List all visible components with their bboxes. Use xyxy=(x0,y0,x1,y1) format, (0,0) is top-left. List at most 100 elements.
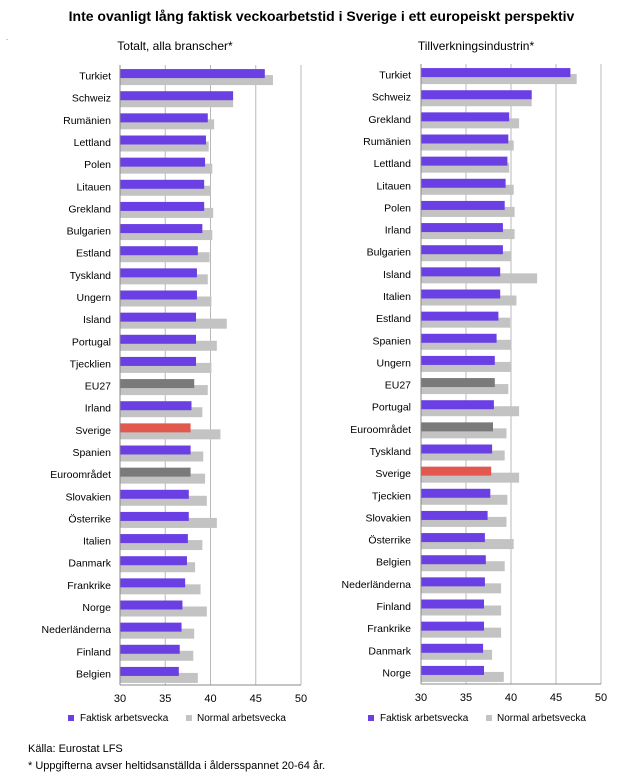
panel1-bar-normal-irland xyxy=(120,407,203,418)
panel1-category-label: Island xyxy=(83,314,111,326)
panel1-category-label: Schweiz xyxy=(72,93,111,105)
panel1-bar-actual-portugal xyxy=(120,334,197,344)
panel1-bar-normal-norge xyxy=(120,606,207,617)
panel1-bar-actual-italien xyxy=(120,534,188,544)
panel1-tick-label: 40 xyxy=(204,693,216,705)
panel1-bar-actual-ungern xyxy=(120,290,197,300)
panel2-bar-actual-island xyxy=(421,267,501,277)
panel2-bar-actual-italien xyxy=(421,289,501,299)
panel2-bar-normal-belgien xyxy=(421,561,505,572)
panel1-bar-actual-polen xyxy=(120,157,206,167)
panel2-legend-label-actual: Faktisk arbetsvecka xyxy=(380,713,469,724)
panel1-bar-actual-lettland xyxy=(120,135,206,145)
panel2-bar-normal-tjeckien xyxy=(421,494,508,505)
panel2-category-label: Schweiz xyxy=(372,92,411,104)
panel2-bar-actual-polen xyxy=(421,200,505,210)
panel1-bar-actual-sverige xyxy=(120,423,191,433)
panel1-category-label: Tyskland xyxy=(70,270,112,282)
source-note: Källa: Eurostat LFS xyxy=(28,743,123,755)
panel2-category-label: Italien xyxy=(383,291,411,303)
panel1-category-label: Finland xyxy=(77,646,112,658)
panel1-bar-normal-tyskland xyxy=(120,274,208,285)
panel1-category-label: Spanien xyxy=(72,447,111,459)
panel2-category-label: Ungern xyxy=(377,357,412,369)
panel1-bar-normal-danmark xyxy=(120,562,196,573)
panel2-category-label: Frankrike xyxy=(367,623,411,635)
panel2-category-label: Irland xyxy=(385,225,411,237)
panel1-bar-actual-osterrike xyxy=(120,511,189,521)
panel2-bar-actual-finland xyxy=(421,599,484,609)
panel2-bar-normal-estland xyxy=(421,317,511,328)
panel1-legend-swatch-actual xyxy=(68,715,74,721)
panel2-category-label: Rumänien xyxy=(363,136,411,148)
panel2-tick-label: 35 xyxy=(460,692,472,704)
panel1-category-label: Lettland xyxy=(74,137,112,149)
panel2-category-label: Tyskland xyxy=(370,446,412,458)
panel2-bar-normal-euroomradet xyxy=(421,428,507,439)
panel1-tick-label: 30 xyxy=(114,693,126,705)
panel1-category-label: Danmark xyxy=(68,558,111,570)
panel2-bar-actual-bulgarien xyxy=(421,245,503,255)
panel2-category-label: Litauen xyxy=(377,180,412,192)
panel1-tick-label: 35 xyxy=(159,693,171,705)
panel2-bar-actual-norge xyxy=(421,665,484,675)
panel1-category-label: Norge xyxy=(82,602,111,614)
panel2-bar-normal-sverige xyxy=(421,472,520,483)
panel1-bar-normal-osterrike xyxy=(120,517,217,528)
panel1-bar-actual-euroomradet xyxy=(120,467,191,477)
panel1-bar-actual-litauen xyxy=(120,179,205,189)
panel1-category-label: Turkiet xyxy=(79,71,111,83)
panel2-bar-normal-tyskland xyxy=(421,450,505,461)
panel2-bar-actual-euroomradet xyxy=(421,422,493,432)
panel1-bar-actual-frankrike xyxy=(120,578,186,588)
page-title: Inte ovanligt lång faktisk veckoarbetsti… xyxy=(68,8,575,24)
panel1-title: Totalt, alla branscher* xyxy=(117,39,233,53)
panel1-category-label: Frankrike xyxy=(67,580,111,592)
panel1-tick-label: 45 xyxy=(250,693,262,705)
panel1-bar-normal-finland xyxy=(120,650,194,661)
panel2-bar-normal-ungern xyxy=(421,361,511,372)
panel1-category-label: Slovakien xyxy=(65,491,111,503)
panel1-bar-actual-schweiz xyxy=(120,91,234,101)
panel1-bar-actual-norge xyxy=(120,600,183,610)
panel1-category-label: Belgien xyxy=(76,668,111,680)
panel1-category-label: Italien xyxy=(83,536,111,548)
panel2-bar-actual-osterrike xyxy=(421,533,485,543)
panel1-category-label: Bulgarien xyxy=(67,226,112,238)
panel2-category-label: Island xyxy=(383,269,411,281)
panel2-bar-actual-sverige xyxy=(421,466,492,476)
panel1-bar-actual-island xyxy=(120,312,197,322)
panel1-bar-actual-grekland xyxy=(120,201,205,211)
panel1-bar-normal-estland xyxy=(120,252,210,263)
panel2-bar-normal-frankrike xyxy=(421,627,502,638)
panel2-bar-normal-litauen xyxy=(421,184,514,195)
panel1-bar-normal-island xyxy=(120,318,227,329)
panel1-bar-normal-eu27 xyxy=(120,385,208,396)
panel1-bar-normal-turkiet xyxy=(120,75,273,86)
footnote: * Uppgifterna avser heltidsanställda i å… xyxy=(28,760,326,772)
panel2-category-label: Lettland xyxy=(374,158,412,170)
panel2-bar-actual-grekland xyxy=(421,112,510,122)
panel2-category-label: Bulgarien xyxy=(367,247,412,259)
panel1-category-label: Nederländerna xyxy=(42,624,112,636)
panel2-bar-normal-grekland xyxy=(421,118,520,129)
panel2-bar-actual-rumanien xyxy=(421,134,509,144)
panel2-category-label: Polen xyxy=(384,202,411,214)
panel1-category-label: Euroområdet xyxy=(50,469,111,481)
panel2-bar-normal-schweiz xyxy=(421,96,532,107)
panel2-bar-normal-portugal xyxy=(421,406,520,417)
panel2-bar-normal-norge xyxy=(421,671,504,682)
panel2-bar-actual-frankrike xyxy=(421,621,484,631)
panel2-bar-actual-nederlanderna xyxy=(421,577,485,587)
panel1-bar-actual-finland xyxy=(120,644,180,654)
panel1-category-label: Rumänien xyxy=(63,115,111,127)
panel2-bar-actual-litauen xyxy=(421,178,506,188)
panel1-bar-actual-spanien xyxy=(120,445,191,455)
panel1-category-label: Estland xyxy=(76,248,111,260)
panel2-bar-actual-irland xyxy=(421,223,503,233)
panel1-bar-actual-eu27 xyxy=(120,379,195,389)
panel1-bar-actual-bulgarien xyxy=(120,224,203,234)
panel1-bar-actual-nederlanderna xyxy=(120,622,182,632)
panel2-bar-normal-bulgarien xyxy=(421,251,511,262)
panel1-bar-normal-litauen xyxy=(120,185,211,196)
